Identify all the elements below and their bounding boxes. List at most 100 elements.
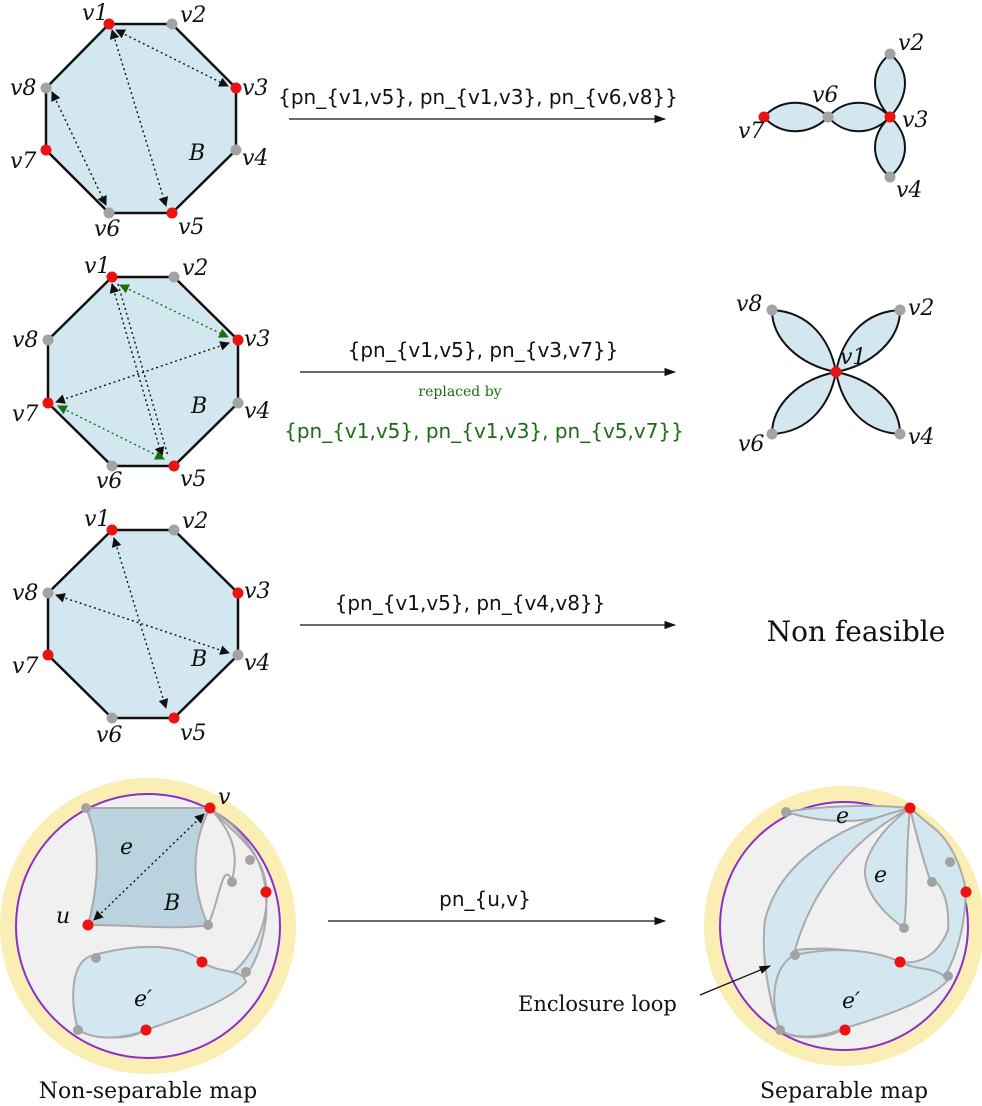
vertex-gray: [945, 857, 955, 867]
result1-label-v2: v2: [898, 31, 924, 56]
label-v2: v2: [182, 256, 208, 281]
label-v7: v7: [12, 402, 38, 427]
right-caption: Separable map: [760, 1079, 928, 1104]
row2-replacement-label: {pn_{v1,v5}, pn_{v1,v3}, pn_{v5,v7}}: [284, 419, 684, 443]
vertex-v7: [42, 397, 54, 409]
vertex-v5: [168, 460, 180, 472]
row1-transform: {pn_{v1,v5}, pn_{v1,v3}, pn_{v6,v8}}: [278, 85, 678, 124]
vertex-gray: [943, 971, 953, 981]
result1-label-v6: v6: [812, 83, 838, 108]
vertex-u-red: [82, 919, 94, 931]
result1-label-v7: v7: [738, 119, 764, 144]
vertex-gray: [241, 967, 251, 977]
pn-v1-v3-arrow: [115, 29, 229, 87]
vertex-v-red: [204, 802, 216, 814]
row4-transform: pn_{u,v}: [328, 887, 667, 926]
vertex-v1: [106, 271, 118, 283]
enclosure-loop-label: Enclosure loop: [518, 992, 677, 1016]
label-v3: v3: [244, 579, 270, 604]
separable-map: e e e′ Enclosure loop Separable map: [518, 786, 982, 1104]
result2-label-v8: v8: [736, 292, 762, 317]
label-v1: v1: [82, 1, 108, 26]
vertex-v8: [42, 587, 54, 599]
pn-v6-v8-arrow: [51, 91, 107, 206]
block-label-b: B: [190, 394, 207, 419]
label-v4: v4: [242, 146, 268, 171]
vertex-gray: [81, 803, 91, 813]
row2-arrow-label: {pn_{v1,v5}, pn_{v3,v7}}: [348, 338, 619, 362]
result1-label-v3: v3: [902, 108, 928, 133]
result-v2: [894, 304, 906, 316]
face-e-prime: [72, 945, 248, 1039]
vertex-red: [904, 802, 916, 814]
label-u: u: [56, 904, 70, 929]
vertex-v7: [40, 144, 52, 156]
non-separable-map: v u e B e′ Non-separable map: [0, 778, 296, 1104]
pn-v4-v8-arrow: [55, 593, 230, 655]
vertex-v6: [103, 207, 115, 219]
vertex-red: [960, 886, 972, 898]
row1-octagon-group: v1 v2 v3 v4 v5 v6 v7 v8 B: [10, 1, 268, 242]
result2-label-v4: v4: [908, 425, 934, 450]
label-face-e-prime: e′: [134, 987, 152, 1012]
result-v4: [884, 171, 896, 183]
label-v8: v8: [12, 581, 38, 606]
row3-octagon-group: v1 v2 v3 v4 v5 v6 v7 v8 B: [12, 507, 270, 748]
vertex-gray: [899, 923, 909, 933]
vertex-gray: [91, 953, 101, 963]
left-caption: Non-separable map: [39, 1079, 257, 1104]
vertex-v3: [232, 587, 244, 599]
petal-nw: [770, 308, 838, 374]
label-face-e-inner: e: [874, 863, 887, 888]
label-v4: v4: [244, 651, 270, 676]
vertex-v2: [168, 271, 180, 283]
face-e-inner: [863, 805, 912, 930]
label-v7: v7: [10, 149, 36, 174]
vertex-v8: [40, 82, 52, 94]
petal-sw: [770, 370, 838, 436]
vertex-red: [894, 956, 906, 968]
label-v4: v4: [244, 399, 270, 424]
vertex-v2: [166, 18, 178, 30]
row1-result-graph: v2 v3 v4 v6 v7: [738, 31, 928, 203]
vertex-v6: [106, 460, 118, 472]
vertex-gray: [203, 920, 213, 930]
label-face-e: e: [120, 835, 133, 860]
block-label-b: B: [188, 141, 205, 166]
vertex-v8: [42, 334, 54, 346]
label-v2: v2: [182, 509, 208, 534]
petal-se: [834, 370, 902, 436]
result2-label-v1: v1: [840, 345, 866, 370]
label-v8: v8: [12, 328, 38, 353]
result2-label-v2: v2: [908, 296, 934, 321]
label-v5: v5: [180, 467, 206, 492]
vertex-red: [196, 956, 208, 968]
label-v6: v6: [96, 469, 122, 494]
row3-transform: {pn_{v1,v5}, pn_{v4,v8}} Non feasible: [300, 591, 945, 648]
label-v2: v2: [180, 3, 206, 28]
vertex-gray: [790, 950, 800, 960]
label-face-e-prime: e′: [842, 989, 860, 1014]
vertex-v4: [230, 144, 242, 156]
row3-arrow-label: {pn_{v1,v5}, pn_{v4,v8}}: [335, 591, 606, 615]
vertex-v7: [42, 649, 54, 661]
face-e-prime: [773, 949, 950, 1038]
vertex-v2: [168, 524, 180, 536]
vertex-v6: [106, 712, 118, 724]
label-v6: v6: [94, 217, 120, 242]
label-v1: v1: [84, 507, 110, 532]
enclosure-pointer-arrow: [699, 965, 772, 996]
vertex-v1: [106, 524, 118, 536]
label-v7: v7: [12, 654, 38, 679]
row4-arrow-label: pn_{u,v}: [439, 887, 531, 911]
vertex-gray: [245, 855, 255, 865]
label-face-e-top: e: [836, 804, 849, 829]
row2-transform: {pn_{v1,v5}, pn_{v3,v7}} replaced by {pn…: [284, 338, 684, 443]
label-v1: v1: [84, 254, 110, 279]
vertex-gray: [73, 1025, 83, 1035]
vertex-v1: [103, 18, 115, 30]
label-v: v: [218, 785, 231, 810]
pn-u-v-arrow: [93, 813, 205, 921]
vertex-v5: [166, 207, 178, 219]
